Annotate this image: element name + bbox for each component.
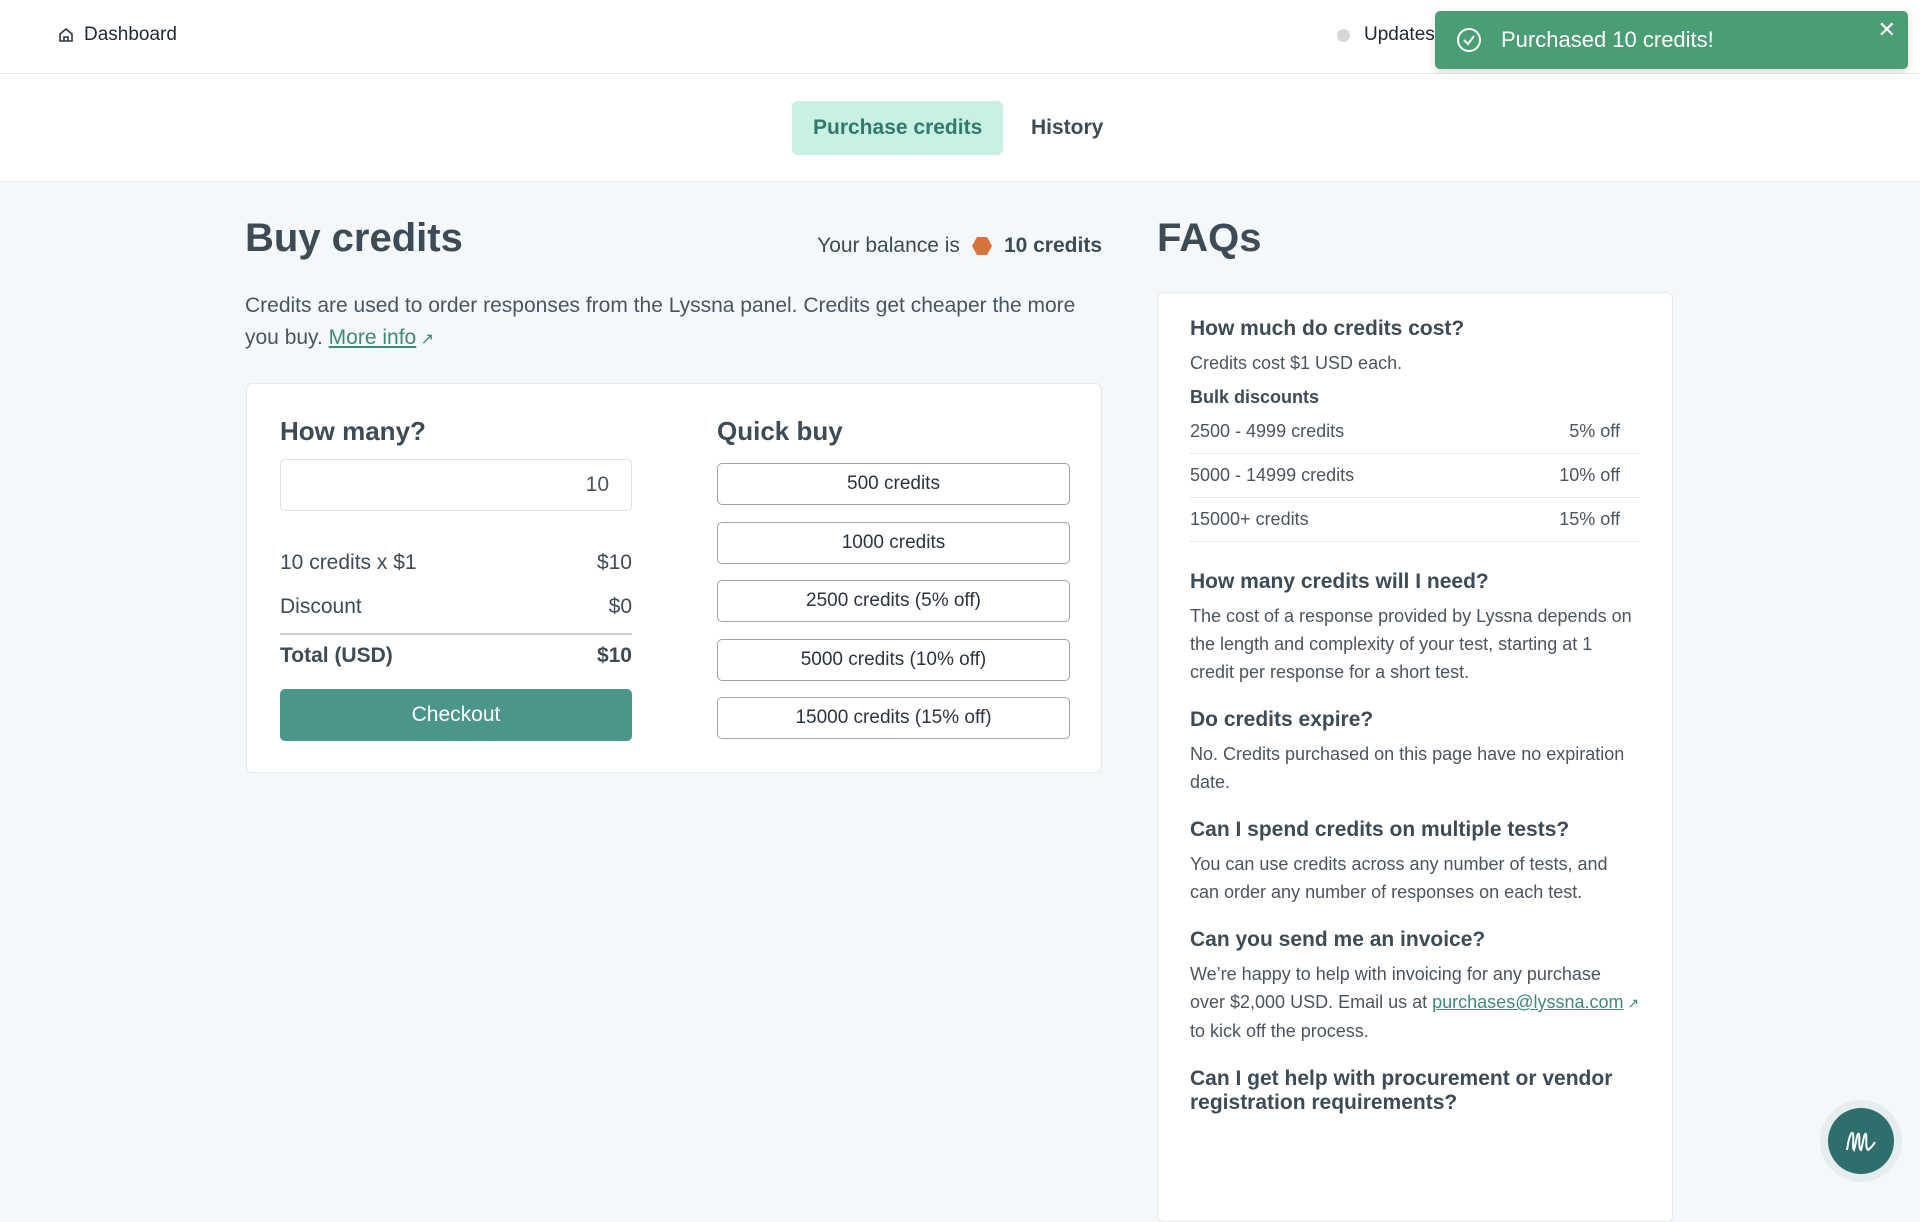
home-icon [59,27,73,42]
subtotal-row: 10 credits x $1 $10 [280,551,632,574]
quick-buy-15000[interactable]: 15000 credits (15% off) [717,697,1070,739]
external-link-icon: ↗ [416,331,435,348]
toast-message: Purchased 10 credits! [1501,27,1714,52]
discount-row: 2500 - 4999 credits 5% off [1190,410,1640,454]
faq-card: How much do credits cost? Credits cost $… [1157,292,1673,1222]
discount-row: 15000+ credits 15% off [1190,498,1640,542]
faq-answer: The cost of a response provided by Lyssn… [1190,606,1632,682]
page-title: Buy credits [245,216,463,260]
tab-purchase-credits[interactable]: Purchase credits [792,101,1004,155]
description: Credits are used to order responses from… [245,290,1105,356]
faq-question: Do credits expire? [1190,708,1374,731]
discount-row: Discount $0 [280,595,632,618]
balance-value: 10 credits [1003,234,1102,257]
check-circle-icon [1457,28,1481,52]
faq-answer: No. Credits purchased on this page have … [1190,744,1625,792]
faq-question: How many credits will I need? [1190,570,1489,593]
more-info-link[interactable]: More info [328,326,417,349]
quick-buy-500[interactable]: 500 credits [717,463,1070,505]
faq-question: Can I spend credits on multiple tests? [1190,818,1570,841]
faq-answer: Credits cost $1 USD each. [1190,353,1403,373]
how-many-label: How many? [280,416,426,446]
email-link[interactable]: purchases@lyssna.com [1432,992,1624,1012]
checkout-button[interactable]: Checkout [280,689,632,741]
chat-button[interactable] [1828,1108,1894,1174]
balance: Your balance is 10 credits [817,234,1102,258]
dashboard-link[interactable]: Dashboard [58,24,177,46]
quick-buy-5000[interactable]: 5000 credits (10% off) [717,639,1070,681]
quick-buy-1000[interactable]: 1000 credits [717,522,1070,564]
updates-link[interactable]: Updates [1337,24,1435,46]
external-link-icon: ↗ [1623,995,1640,1011]
discount-row: 5000 - 14999 credits 10% off [1190,454,1640,498]
close-icon[interactable]: ✕ [1877,17,1896,42]
faq-question: Can you send me an invoice? [1190,928,1486,951]
chat-logo-icon [1846,1131,1876,1152]
total-row: Total (USD) $10 [280,644,632,667]
faq-question: Can I get help with procurement or vendo… [1190,1067,1613,1114]
description-text: Credits are used to order responses from… [245,294,1076,349]
quick-buy-2500[interactable]: 2500 credits (5% off) [717,580,1070,622]
tab-bar: Purchase credits History [0,74,1920,182]
faq-answer: You can use credits across any number of… [1190,854,1608,902]
purchase-card: How many? 10 10 credits x $1 $10 Discount… [246,383,1102,773]
bulk-discounts-label: Bulk discounts [1190,387,1320,407]
toast-notification: Purchased 10 credits! ✕ [1435,11,1908,69]
balance-label: Your balance is [817,234,960,257]
tab-history[interactable]: History [1031,116,1104,139]
faq-answer: We’re happy to help with invoicing for a… [1190,964,1640,1041]
faq-question: How much do credits cost? [1190,317,1465,340]
divider [280,633,632,635]
quick-buy-label: Quick buy [717,416,843,446]
status-dot-icon [1337,28,1350,42]
quantity-input[interactable]: 10 [280,459,632,511]
dashboard-label: Dashboard [84,24,177,45]
updates-label: Updates [1364,24,1435,45]
faqs-title: FAQs [1157,216,1262,260]
credit-coin-icon [971,237,992,255]
